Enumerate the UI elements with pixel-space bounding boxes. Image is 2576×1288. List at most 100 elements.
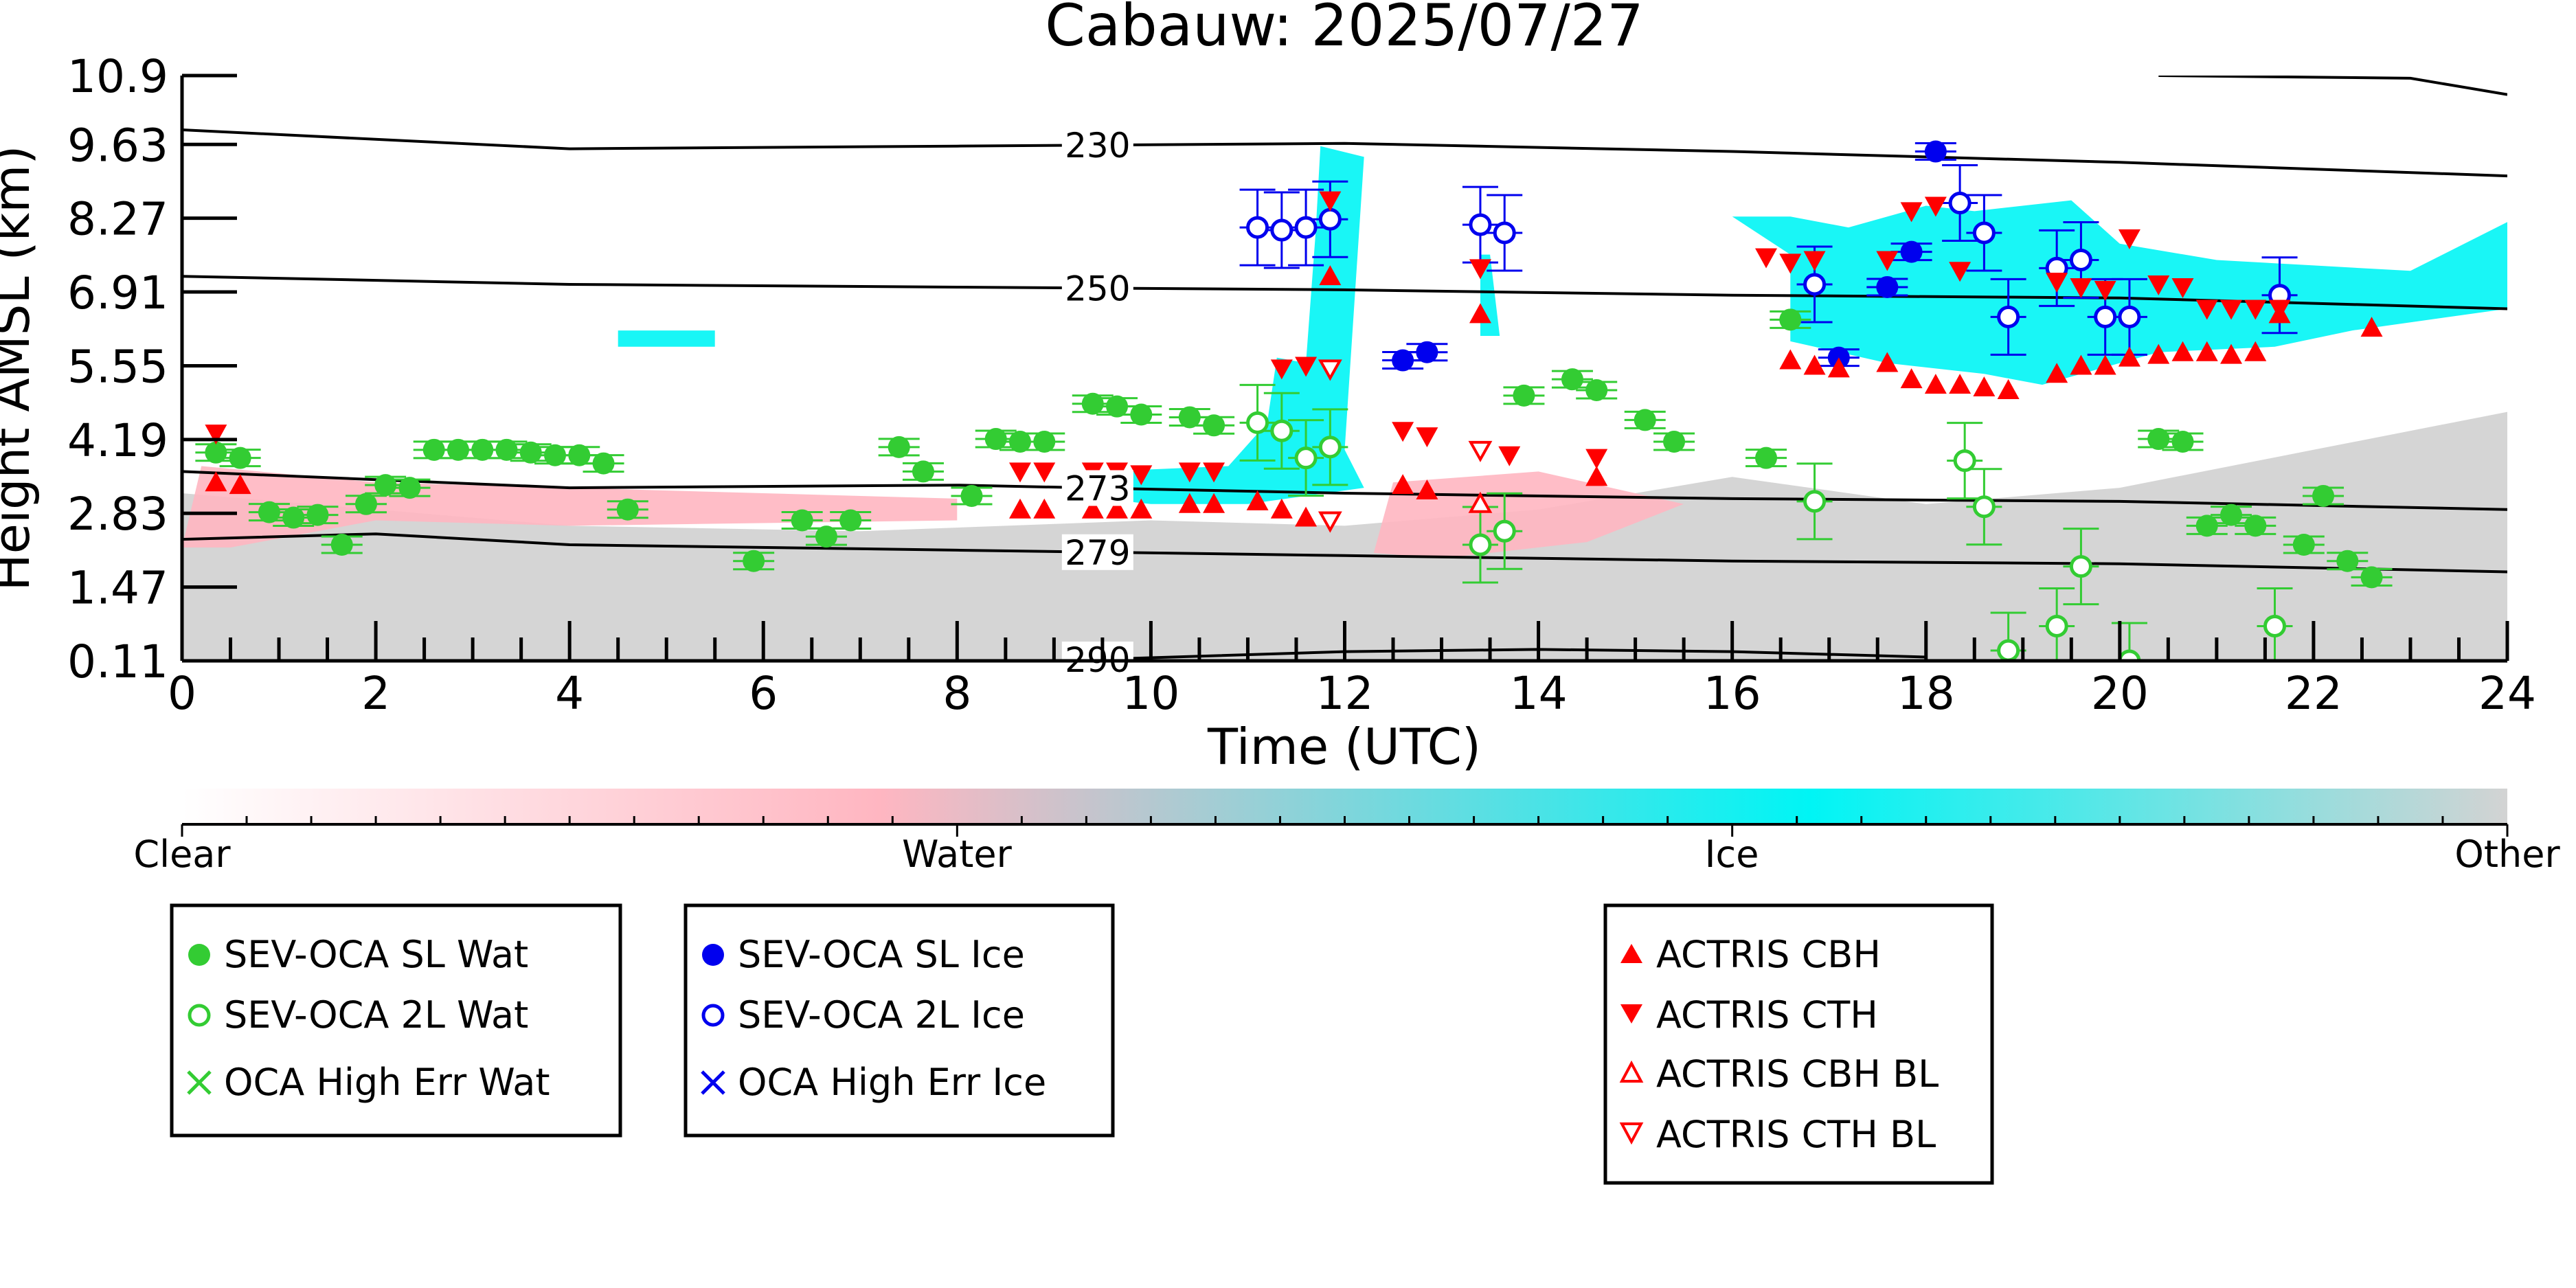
x-tick-label: 22 [2285,667,2342,720]
point-actris-cbh [2220,343,2243,364]
y-tick-label: 10.9 [67,50,168,103]
point-sev-oca-sl-wat [1585,379,1608,401]
y-tick-label: 9.63 [67,119,168,172]
legend-ice: SEV-OCA SL Ice SEV-OCA 2L Ice OCA High E… [683,903,1115,1138]
point-sev-oca-sl-ice [1392,349,1414,372]
legend-marker-2l-ice [701,1004,725,1027]
y-tick-label: 8.27 [67,193,168,246]
contour-label-bg-273 [1061,470,1133,506]
y-tick-label: 5.55 [67,340,168,393]
point-sev-oca-sl-wat [258,501,280,523]
point-actris-cbh [1319,265,1342,286]
data-markers [205,140,2383,661]
point-sev-oca-sl-wat [912,460,934,483]
colorbar-ticks [181,816,2509,837]
point-sev-oca-2l-ice [1270,218,1293,242]
point-sev-oca-sl-wat [1203,414,1225,437]
y-axis-label: Height AMSL (km) [0,146,41,591]
point-sev-oca-2l-wat [1318,436,1342,459]
legend-label-cbh-bl: ACTRIS CBH BL [1656,1052,1939,1096]
point-actris-cth-bl [1318,359,1342,381]
point-actris-cbh [1469,303,1491,324]
point-actris-cth [1803,251,1826,271]
point-sev-oca-sl-wat [888,436,910,458]
point-actris-cth-bl [1468,440,1493,462]
contour-line-230 [182,128,2507,178]
point-actris-cbh [1295,506,1318,527]
contour-line-273 [182,470,2507,511]
point-actris-cbh [2171,341,2194,361]
point-actris-cth [1203,462,1225,483]
point-sev-oca-sl-wat [2360,566,2383,589]
point-actris-cth [1178,462,1201,483]
contour-label-bg-230 [1061,127,1133,163]
point-sev-oca-sl-wat [447,438,469,461]
point-sev-oca-sl-wat [354,493,377,515]
point-actris-cbh [1949,374,1971,394]
point-actris-cth [1392,422,1414,442]
point-sev-oca-sl-wat [330,534,353,556]
point-sev-oca-2l-wat [1246,411,1269,434]
legend-actris-frame [1603,903,1994,1185]
contour-line-279 [182,532,2507,574]
legend-marker-sl-ice [702,944,724,966]
point-actris-cbh [1106,498,1129,519]
x-tick-label: 2 [361,667,390,720]
point-actris-cth [2268,300,2291,320]
point-sev-oca-sl-wat [1634,409,1656,431]
point-actris-cbh [2046,363,2068,383]
point-sev-oca-2l-ice [1997,305,2020,328]
point-actris-cbh [1033,498,1056,519]
point-actris-cth [1009,462,1032,483]
point-sev-oca-2l-ice [1948,192,1971,215]
point-actris-cth [2094,280,2116,301]
cloud-mask-layer [182,146,2507,661]
legend-water: SEV-OCA SL Wat SEV-OCA 2L Wat OCA High E… [170,903,622,1138]
legend-label-cth-bl: ACTRIS CTH BL [1656,1113,1936,1156]
plot-area [182,76,2507,661]
point-actris-cbh [1081,498,1104,519]
colorbar-label-clear: Clear [133,833,231,876]
legend-label-sl-wat: SEV-OCA SL Wat [224,933,528,976]
point-actris-cth [1876,251,1899,271]
point-sev-oca-sl-wat [2147,428,2170,451]
point-actris-cth [2220,300,2243,320]
point-sev-oca-sl-wat [306,504,329,526]
contour-label-bg-279 [1061,534,1133,570]
contour-label-230: 230 [1065,126,1130,166]
point-sev-oca-sl-wat [544,444,567,466]
point-sev-oca-sl-wat [422,438,445,461]
legend-marker-sl-wat [188,944,210,966]
point-actris-cth-bl [1318,511,1342,533]
point-sev-oca-2l-wat [2263,614,2286,637]
point-actris-cth [1469,259,1491,280]
y-tick-label: 1.47 [67,562,168,615]
point-actris-cbh [1973,376,1996,397]
colorbar-label-other: Other [2454,833,2560,876]
colorbar-label-ice: Ice [1705,833,1759,876]
point-sev-oca-sl-wat [1561,368,1583,391]
legend-label-sl-ice: SEV-OCA SL Ice [738,933,1025,976]
point-sev-oca-sl-wat [1779,308,1802,331]
legend-label-higherr-ice: OCA High Err Ice [738,1061,1046,1104]
point-sev-oca-2l-wat [1270,419,1293,442]
point-actris-cbh [229,474,251,495]
point-sev-oca-sl-wat [205,441,227,464]
legend-label-cth: ACTRIS CTH [1656,993,1878,1037]
point-sev-oca-sl-wat [616,498,639,521]
point-actris-cth [1270,359,1293,380]
point-actris-cbh [1779,349,1802,370]
point-sev-oca-sl-wat [1130,403,1153,426]
x-tick-label: 20 [2091,667,2149,720]
point-sev-oca-sl-wat [2292,534,2315,556]
point-actris-cbh [1803,354,1826,375]
contour-label-bg-250 [1061,270,1133,306]
point-sev-oca-sl-wat [471,438,494,461]
point-sev-oca-2l-wat [2069,555,2092,578]
point-sev-oca-sl-wat [1755,447,1778,469]
legend-marker-cbh-bl [1619,1060,1644,1083]
x-ticks: 0 2 4 6 8 10 12 14 16 18 20 22 24 [168,621,2536,720]
point-actris-cth [2171,278,2194,298]
point-actris-cth [1779,253,1802,274]
point-sev-oca-sl-wat [2171,430,2194,453]
